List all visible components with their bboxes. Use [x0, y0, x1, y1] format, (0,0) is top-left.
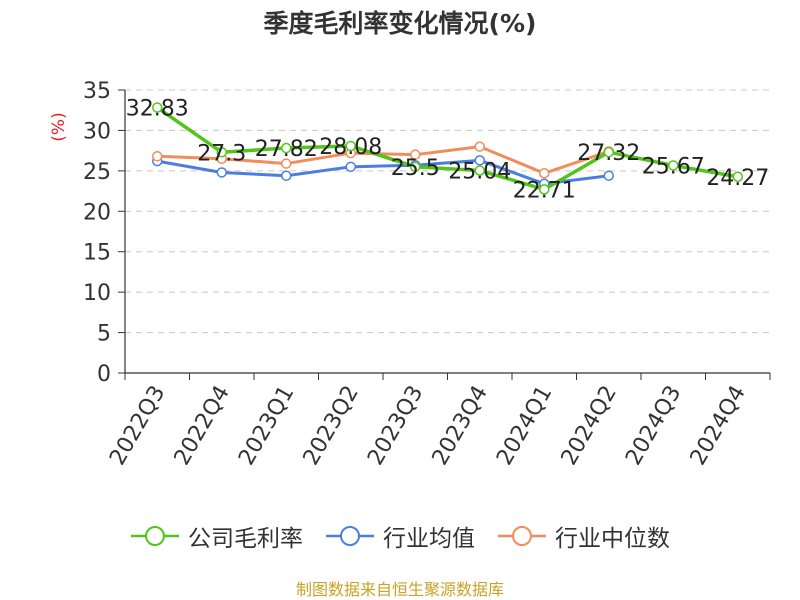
data-point: [345, 140, 356, 152]
legend-swatch: [326, 526, 374, 546]
data-label: 28.08: [319, 135, 382, 160]
data-label: 25.67: [642, 154, 705, 179]
legend-label: 行业中位数: [555, 526, 670, 552]
data-point: [345, 161, 356, 173]
data-label: 27.32: [577, 141, 640, 166]
data-label: 25.04: [448, 160, 511, 185]
y-tick-label: 30: [83, 119, 111, 144]
series-line: [156, 106, 739, 192]
x-tick-label: 2023Q4: [428, 382, 493, 470]
data-label: 24.27: [706, 166, 769, 191]
x-tick-label: 2022Q4: [170, 382, 235, 470]
y-axis-unit-label: (%): [49, 112, 69, 141]
y-tick-label: 10: [83, 281, 111, 306]
data-point: [539, 168, 550, 179]
y-tick-label: 15: [83, 241, 111, 266]
data-label: 25.5: [391, 156, 440, 181]
legend-swatch: [498, 526, 546, 546]
data-point: [410, 161, 421, 173]
data-label: 22.71: [513, 178, 576, 203]
x-tick-label: 2024Q4: [686, 382, 751, 470]
x-tick-label: 2023Q3: [363, 382, 428, 470]
x-tick-label: 2023Q2: [299, 382, 364, 470]
legend-label: 行业均值: [383, 526, 475, 552]
y-tick-label: 35: [83, 79, 111, 104]
y-tick-label: 0: [97, 362, 111, 387]
data-point: [216, 167, 227, 178]
data-point: [474, 141, 485, 152]
chart-title: 季度毛利率变化情况(%): [263, 9, 537, 38]
legend-label: 公司毛利率: [188, 526, 303, 552]
series-line: [156, 158, 609, 186]
data-point: [152, 102, 163, 113]
x-tick-label: 2024Q3: [621, 382, 686, 470]
data-point: [474, 165, 485, 176]
legend: 公司毛利率 行业均值 行业中位数: [0, 519, 800, 553]
legend-swatch: [131, 526, 179, 546]
data-label: 27.82: [255, 137, 318, 162]
y-tick-label: 5: [97, 322, 111, 347]
data-point: [539, 184, 550, 195]
data-label: 27.3: [197, 141, 246, 166]
data-point: [216, 147, 227, 158]
data-point: [410, 149, 421, 160]
y-tick-label: 20: [83, 200, 111, 225]
series-line: [157, 145, 610, 175]
data-label: 32.83: [126, 97, 189, 122]
x-tick-label: 2024Q1: [492, 382, 557, 470]
y-tick-label: 25: [83, 160, 111, 185]
data-point: [281, 142, 292, 154]
legend-item: 行业均值: [325, 519, 475, 553]
data-point: [281, 170, 292, 181]
data-point: [603, 170, 614, 181]
x-tick-label: 2024Q2: [557, 382, 622, 470]
legend-item: 行业中位数: [497, 519, 670, 553]
x-tick-label: 2022Q3: [105, 382, 170, 470]
data-point: [152, 151, 163, 162]
data-point: [281, 158, 292, 169]
data-point: [732, 171, 743, 183]
data-point: [668, 160, 679, 171]
data-source-note: 制图数据来自恒生聚源数据库: [295, 580, 504, 599]
data-point: [603, 146, 614, 158]
legend-item: 公司毛利率: [130, 519, 303, 553]
data-point: [474, 155, 485, 166]
x-tick-label: 2023Q1: [234, 382, 299, 470]
